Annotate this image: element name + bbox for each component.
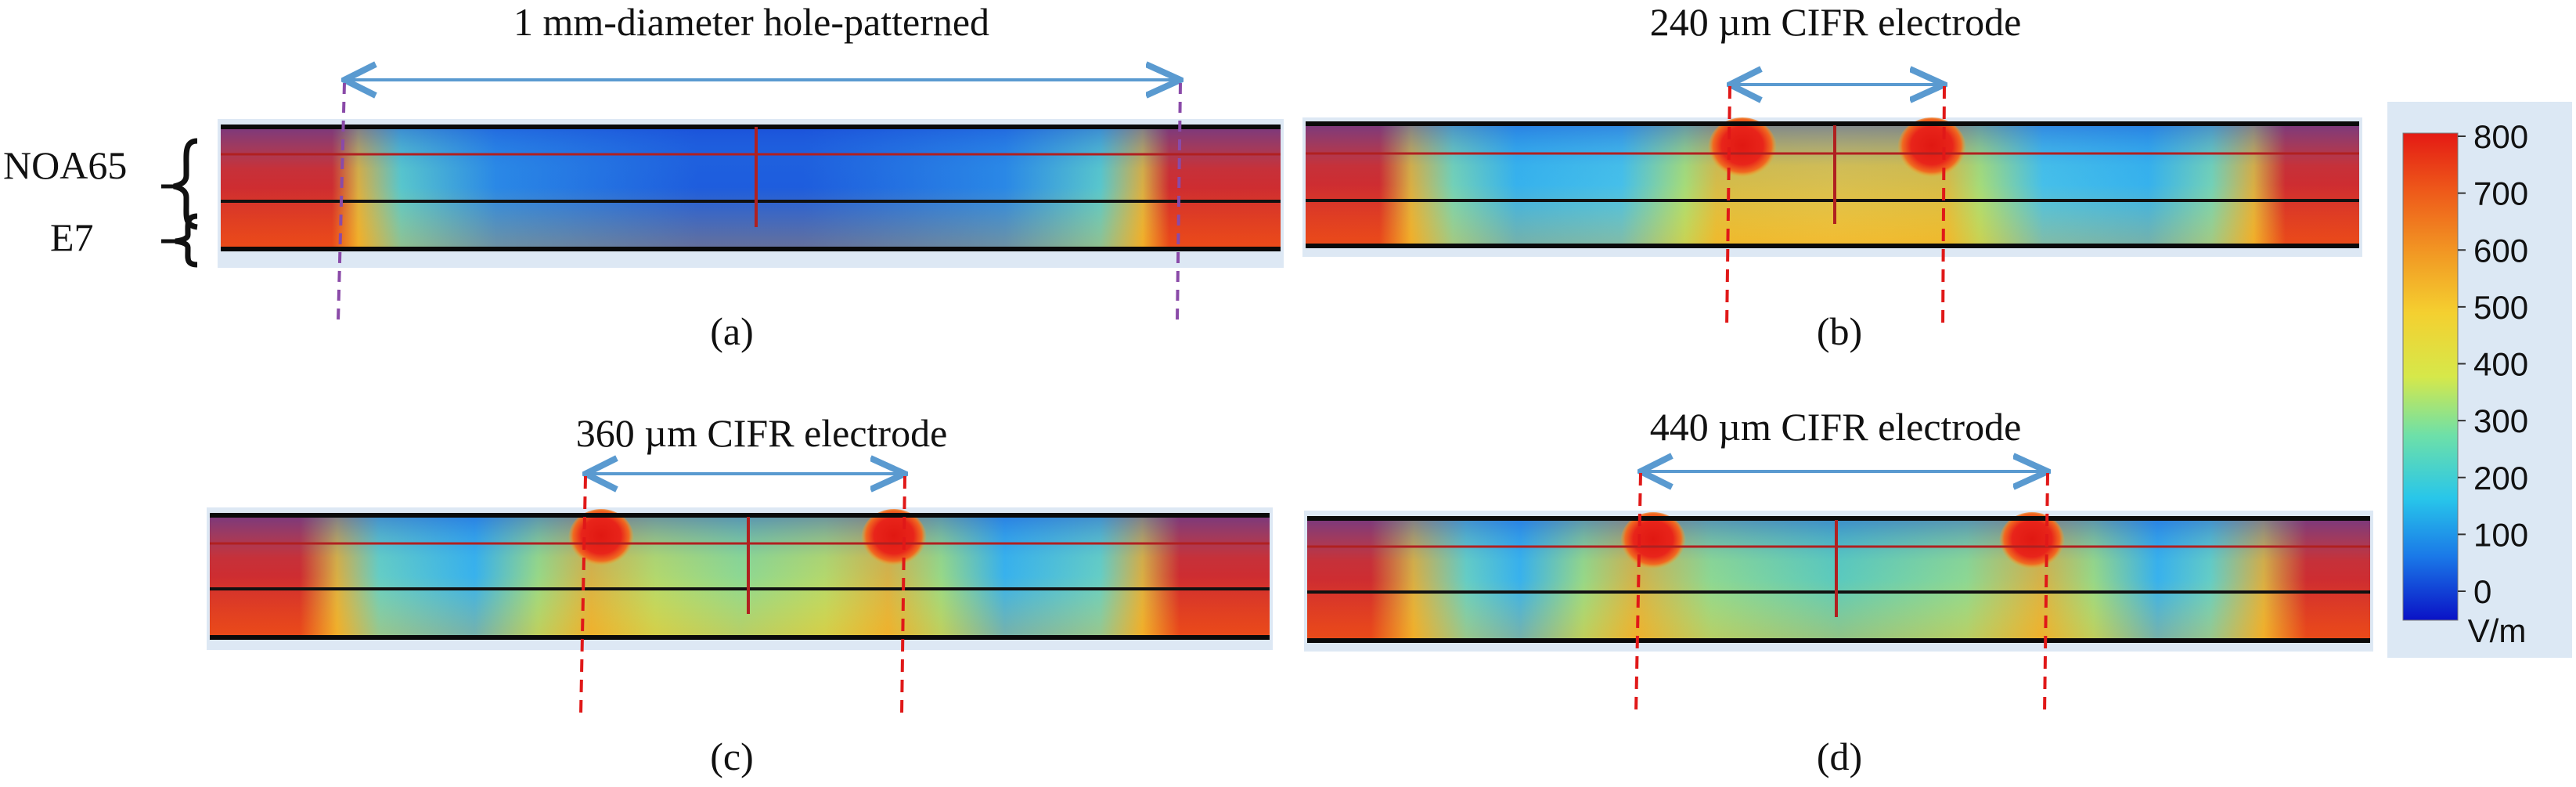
panel-c-electrode-spot-left bbox=[568, 509, 634, 569]
panel-d-electrode-spot-right bbox=[1999, 512, 2065, 572]
layer-label-e7: E7 bbox=[50, 215, 94, 259]
layer-label-noa65: NOA65 bbox=[3, 143, 127, 187]
panel-a-title: 1 mm-diameter hole-patterned bbox=[513, 0, 989, 44]
colorbar-tick-label: 500 bbox=[2473, 289, 2528, 326]
e7-brace-icon bbox=[175, 213, 198, 268]
panel-c-title: 360 µm CIFR electrode bbox=[576, 411, 948, 455]
panel-b-caption: (b) bbox=[1817, 309, 1862, 353]
panel-b-electrode-spot-left bbox=[1708, 117, 1777, 180]
panel-d: 440 µm CIFR electrode (d) bbox=[1304, 405, 2373, 778]
panel-a: 1 mm-diameter hole-patterned (a) bbox=[218, 0, 1284, 353]
panel-b-electrode-spot-right bbox=[1897, 117, 1966, 180]
panel-c-field-shade-bottom bbox=[210, 514, 1270, 639]
panel-a-edge-right bbox=[1176, 82, 1182, 322]
colorbar-unit: V/m bbox=[2468, 612, 2527, 649]
colorbar-tick-label: 700 bbox=[2473, 175, 2528, 212]
panel-b-field-shade-bottom bbox=[1306, 122, 2359, 247]
colorbar-tick-label: 0 bbox=[2473, 573, 2491, 610]
panel-c: 360 µm CIFR electrode (c) bbox=[207, 411, 1273, 778]
colorbar-tick-label: 300 bbox=[2473, 403, 2528, 439]
colorbar-tick-label: 600 bbox=[2473, 232, 2528, 269]
colorbar-tick-label: 200 bbox=[2473, 460, 2528, 496]
panel-d-electrode-spot-left bbox=[1620, 512, 1686, 572]
colorbar-tick-label: 800 bbox=[2473, 118, 2528, 155]
colorbar-tick-label: 400 bbox=[2473, 346, 2528, 383]
panel-b: 240 µm CIFR electrode (b) bbox=[1302, 0, 2362, 353]
panel-b-title: 240 µm CIFR electrode bbox=[1650, 0, 2022, 44]
panel-a-caption: (a) bbox=[710, 309, 754, 353]
panel-a-field-shade-bottom bbox=[221, 125, 1281, 249]
panel-d-title: 440 µm CIFR electrode bbox=[1650, 405, 2022, 449]
panel-a-edge-left bbox=[337, 82, 346, 322]
colorbar-gradient bbox=[2402, 132, 2459, 621]
colorbar: 800 700 600 500 400 300 200 100 0 V/m bbox=[2387, 102, 2572, 658]
panel-d-field-shade-bottom bbox=[1307, 517, 2370, 642]
colorbar-ticks: 800 700 600 500 400 300 200 100 0 bbox=[2458, 118, 2528, 610]
colorbar-tick-label: 100 bbox=[2473, 516, 2528, 553]
panel-d-caption: (d) bbox=[1817, 735, 1862, 778]
panel-c-caption: (c) bbox=[710, 735, 754, 778]
panel-c-electrode-spot-right bbox=[861, 509, 927, 569]
